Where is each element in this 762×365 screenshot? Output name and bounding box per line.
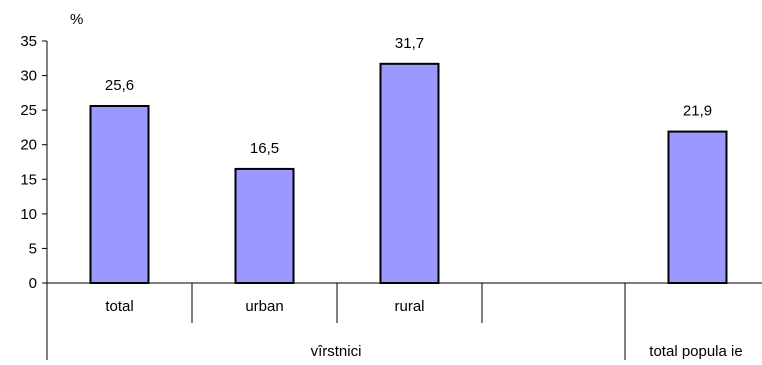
y-tick-label: 15 (20, 171, 37, 188)
value-label: 16,5 (250, 140, 279, 157)
y-tick-label: 5 (29, 240, 37, 257)
bar-rural (379, 62, 440, 285)
category-labels: total urban rural (105, 298, 424, 315)
y-tick-label: 10 (20, 206, 37, 223)
category-label-urban: urban (245, 298, 283, 315)
group-label-virstnici: vîrstnici (311, 343, 362, 360)
category-dividers (191, 283, 626, 360)
value-label: 21,9 (683, 103, 712, 120)
y-axis-unit-label: % (70, 11, 83, 28)
y-tick-label: 0 (29, 275, 37, 292)
bar-urban (234, 167, 295, 285)
value-label: 31,7 (395, 35, 424, 52)
bar-total (89, 104, 150, 284)
y-tick-label: 25 (20, 102, 37, 119)
y-tick-label: 30 (20, 68, 37, 85)
value-label: 25,6 (105, 77, 134, 94)
group-label-total-populatie: total popula ie (649, 343, 742, 360)
bar-total-popula-ie (667, 130, 728, 284)
value-labels: 25,6 16,5 31,7 21,9 (105, 35, 712, 157)
category-label-rural: rural (394, 298, 424, 315)
y-tick-label: 20 (20, 137, 37, 154)
y-tick-label: 35 (20, 33, 37, 50)
category-label-total: total (105, 298, 133, 315)
bars (89, 62, 728, 285)
y-axis-ticks: 0 5 10 15 20 25 30 35 (20, 33, 47, 292)
